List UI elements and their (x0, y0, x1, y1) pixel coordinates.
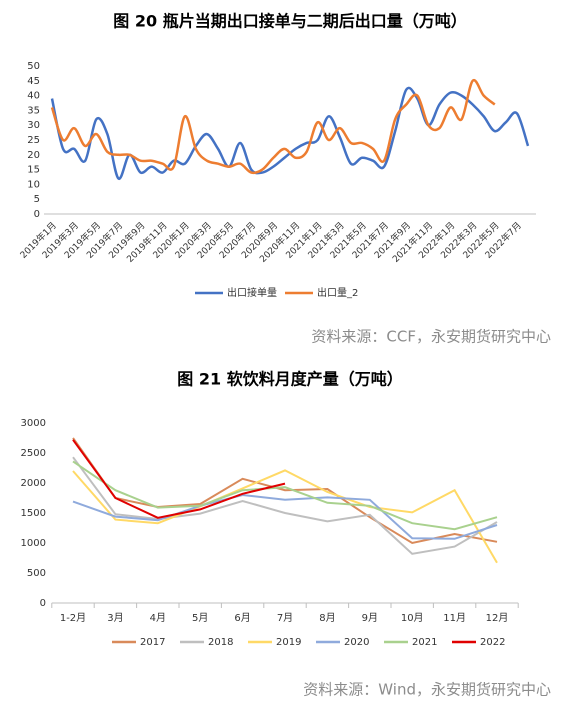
y-tick-label: 15 (27, 165, 40, 176)
chart-title: 图 20 瓶片当期出口接单与二期后出口量（万吨） (113, 12, 466, 31)
y-tick-label: 50 (27, 61, 40, 72)
y-tick-label: 0 (34, 209, 40, 220)
series-line (50, 78, 496, 175)
y-tick-label: 35 (27, 105, 40, 116)
x-tick-label: 12月 (486, 612, 509, 624)
y-tick-label: 1000 (21, 538, 46, 549)
legend-label: 出口接单量 (227, 286, 277, 299)
x-tick-label: 6月 (234, 612, 250, 624)
x-tick-label: 10月 (401, 612, 424, 624)
y-tick-label: 20 (27, 150, 40, 161)
legend-label: 2017 (140, 637, 165, 648)
y-tick-label: 25 (27, 135, 40, 146)
y-tick-label: 2000 (21, 478, 46, 489)
y-tick-label: 3000 (21, 418, 46, 429)
source-note: 资料来源：Wind，永安期货研究中心 (303, 681, 551, 699)
chart-title: 图 21 软饮料月度产量（万吨） (177, 370, 402, 389)
y-tick-label: 30 (27, 120, 40, 131)
y-tick-label: 10 (27, 179, 40, 190)
x-tick-label: 5月 (192, 612, 208, 624)
legend-label: 2022 (480, 637, 505, 648)
x-tick-label: 1-2月 (60, 612, 86, 624)
x-tick-label: 4月 (150, 612, 166, 624)
series-line (72, 493, 498, 540)
x-tick-label: 8月 (319, 612, 335, 624)
y-tick-label: 500 (27, 568, 46, 579)
x-tick-label: 3月 (107, 612, 123, 624)
y-tick-label: 40 (27, 91, 40, 102)
legend-label: 2020 (344, 637, 369, 648)
y-tick-label: 1500 (21, 508, 46, 519)
x-tick-label: 11月 (443, 612, 466, 624)
y-tick-label: 0 (40, 598, 46, 609)
x-tick-label: 9月 (362, 612, 378, 624)
series-line (72, 439, 286, 519)
x-tick-label: 7月 (277, 612, 293, 624)
legend-label: 2019 (276, 637, 301, 648)
y-tick-label: 2500 (21, 448, 46, 459)
series-line (72, 469, 498, 564)
series-line (50, 86, 530, 180)
y-tick-label: 45 (27, 76, 40, 87)
series-line (72, 437, 498, 545)
y-tick-label: 5 (34, 194, 40, 205)
source-note: 资料来源：CCF，永安期货研究中心 (311, 328, 551, 346)
legend-label: 出口量_2 (317, 286, 358, 299)
series-line (72, 460, 498, 531)
series-line (72, 456, 498, 555)
legend-label: 2018 (208, 637, 233, 648)
legend-label: 2021 (412, 637, 437, 648)
